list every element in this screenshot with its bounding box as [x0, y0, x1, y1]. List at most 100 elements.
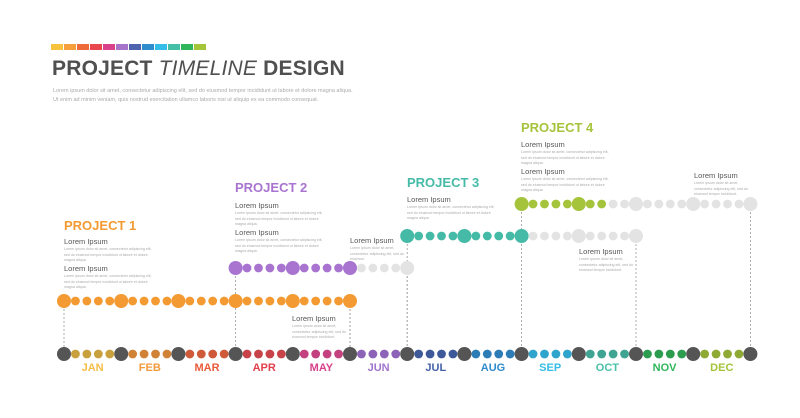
month-dot-nov [677, 349, 687, 359]
project-progress-dot [285, 294, 300, 308]
project-progress-dot [285, 261, 300, 275]
month-dot-may [311, 349, 321, 359]
project-progress-dot [562, 199, 572, 209]
color-swatch [77, 44, 89, 50]
milestone-dot [228, 347, 243, 361]
month-dot-apr [242, 349, 252, 359]
project-progress-dot [322, 296, 332, 306]
project-progress-dot [505, 231, 515, 241]
project-progress-dot [551, 199, 561, 209]
month-dot-aug [482, 349, 492, 359]
project-planned-dot [597, 231, 607, 241]
project-planned-dot [743, 197, 758, 211]
note-text: Lorem ipsum dolor sit amet, consectetur … [407, 205, 495, 220]
month-dot-oct [620, 349, 629, 359]
project-progress-dot [471, 231, 481, 241]
project-progress-dot [265, 296, 275, 306]
side-note-heading: Lorem Ipsum [350, 236, 394, 245]
project-progress-dot [585, 199, 595, 209]
month-dot-sep [562, 349, 572, 359]
side-note-heading: Lorem Ipsum [694, 171, 738, 180]
milestone-dot [57, 347, 71, 361]
month-dot-may [322, 349, 332, 359]
project-progress-dot [71, 296, 80, 306]
month-dot-jun [357, 349, 366, 359]
project-title: PROJECT 4 [521, 120, 594, 135]
project-planned-dot [585, 231, 595, 241]
side-note-heading: Lorem Ipsum [292, 314, 336, 323]
month-dot-dec [734, 349, 744, 359]
project-progress-dot [57, 294, 71, 308]
month-label-sep: SEP [539, 362, 562, 374]
color-swatch [64, 44, 76, 50]
project-progress-dot [571, 197, 586, 211]
month-dot-dec [700, 349, 710, 359]
side-note-heading: Lorem Ipsum [579, 247, 623, 256]
project-progress-dot [162, 296, 172, 306]
month-dot-jul [448, 349, 458, 359]
project-planned-dot [665, 199, 675, 209]
note-heading: Lorem Ipsum [235, 201, 279, 210]
project-progress-dot [299, 296, 309, 306]
month-label-jul: JUL [425, 362, 447, 374]
milestone-dot [571, 347, 586, 361]
note-text: Lorem ipsum dolor sit amet, consectetur … [235, 211, 323, 226]
month-dot-sep [540, 349, 549, 359]
project-progress-dot [457, 229, 472, 243]
project-progress-dot [276, 263, 286, 273]
month-dot-jan [93, 349, 103, 359]
month-dot-mar [196, 349, 206, 359]
project-title: PROJECT 1 [64, 218, 137, 233]
project-progress-dot [171, 294, 186, 308]
month-dot-mar [208, 349, 218, 359]
project-progress-dot [311, 296, 321, 306]
month-dot-mar [185, 349, 195, 359]
color-swatch [155, 44, 167, 50]
color-swatch [142, 44, 154, 50]
project-planned-dot [528, 231, 538, 241]
project-progress-dot [311, 263, 321, 273]
project-progress-dot [514, 229, 529, 243]
project-progress-dot [343, 261, 357, 275]
project-planned-dot [400, 261, 415, 275]
side-note-text: Lorem ipsum dolor sit amet, consectetur … [694, 181, 748, 196]
project-planned-dot [620, 231, 629, 241]
month-dot-nov [665, 349, 675, 359]
month-dot-jul [425, 349, 435, 359]
month-dot-jun [379, 349, 389, 359]
title-word-timeline: TIMELINE [158, 57, 258, 80]
note-heading: Lorem Ipsum [64, 264, 108, 273]
project-planned-dot [391, 263, 401, 273]
project-planned-dot [677, 199, 687, 209]
color-swatch [116, 44, 128, 50]
project-planned-dot [608, 199, 618, 209]
month-label-dec: DEC [710, 362, 734, 374]
month-dot-feb [139, 349, 149, 359]
month-dot-nov [643, 349, 652, 359]
project-planned-dot [711, 199, 721, 209]
month-dot-aug [494, 349, 504, 359]
month-label-nov: NOV [652, 362, 677, 374]
color-swatch [90, 44, 102, 50]
project-title: PROJECT 2 [235, 180, 308, 195]
project-progress-dot [540, 199, 549, 209]
project-progress-dot [265, 263, 275, 273]
note-heading: Lorem Ipsum [407, 195, 451, 204]
note-heading: Lorem Ipsum [521, 167, 565, 176]
side-note-text: Lorem ipsum dolor sit amet, consectetur … [579, 257, 633, 272]
project-progress-dot [343, 294, 357, 308]
color-swatch [103, 44, 115, 50]
project-planned-dot [379, 263, 389, 273]
month-dot-jul [437, 349, 446, 359]
note-text: Lorem ipsum dolor sit amet, consectetur … [235, 238, 323, 253]
note-text: Lorem ipsum dolor sit amet, consectetur … [521, 150, 609, 165]
milestone-dot [629, 347, 643, 361]
month-dot-feb [162, 349, 172, 359]
month-dot-jan [82, 349, 92, 359]
project-progress-dot [448, 231, 458, 241]
project-progress-dot [208, 296, 218, 306]
project-progress-dot [597, 199, 607, 209]
month-dot-jun [368, 349, 378, 359]
project-progress-dot [196, 296, 206, 306]
